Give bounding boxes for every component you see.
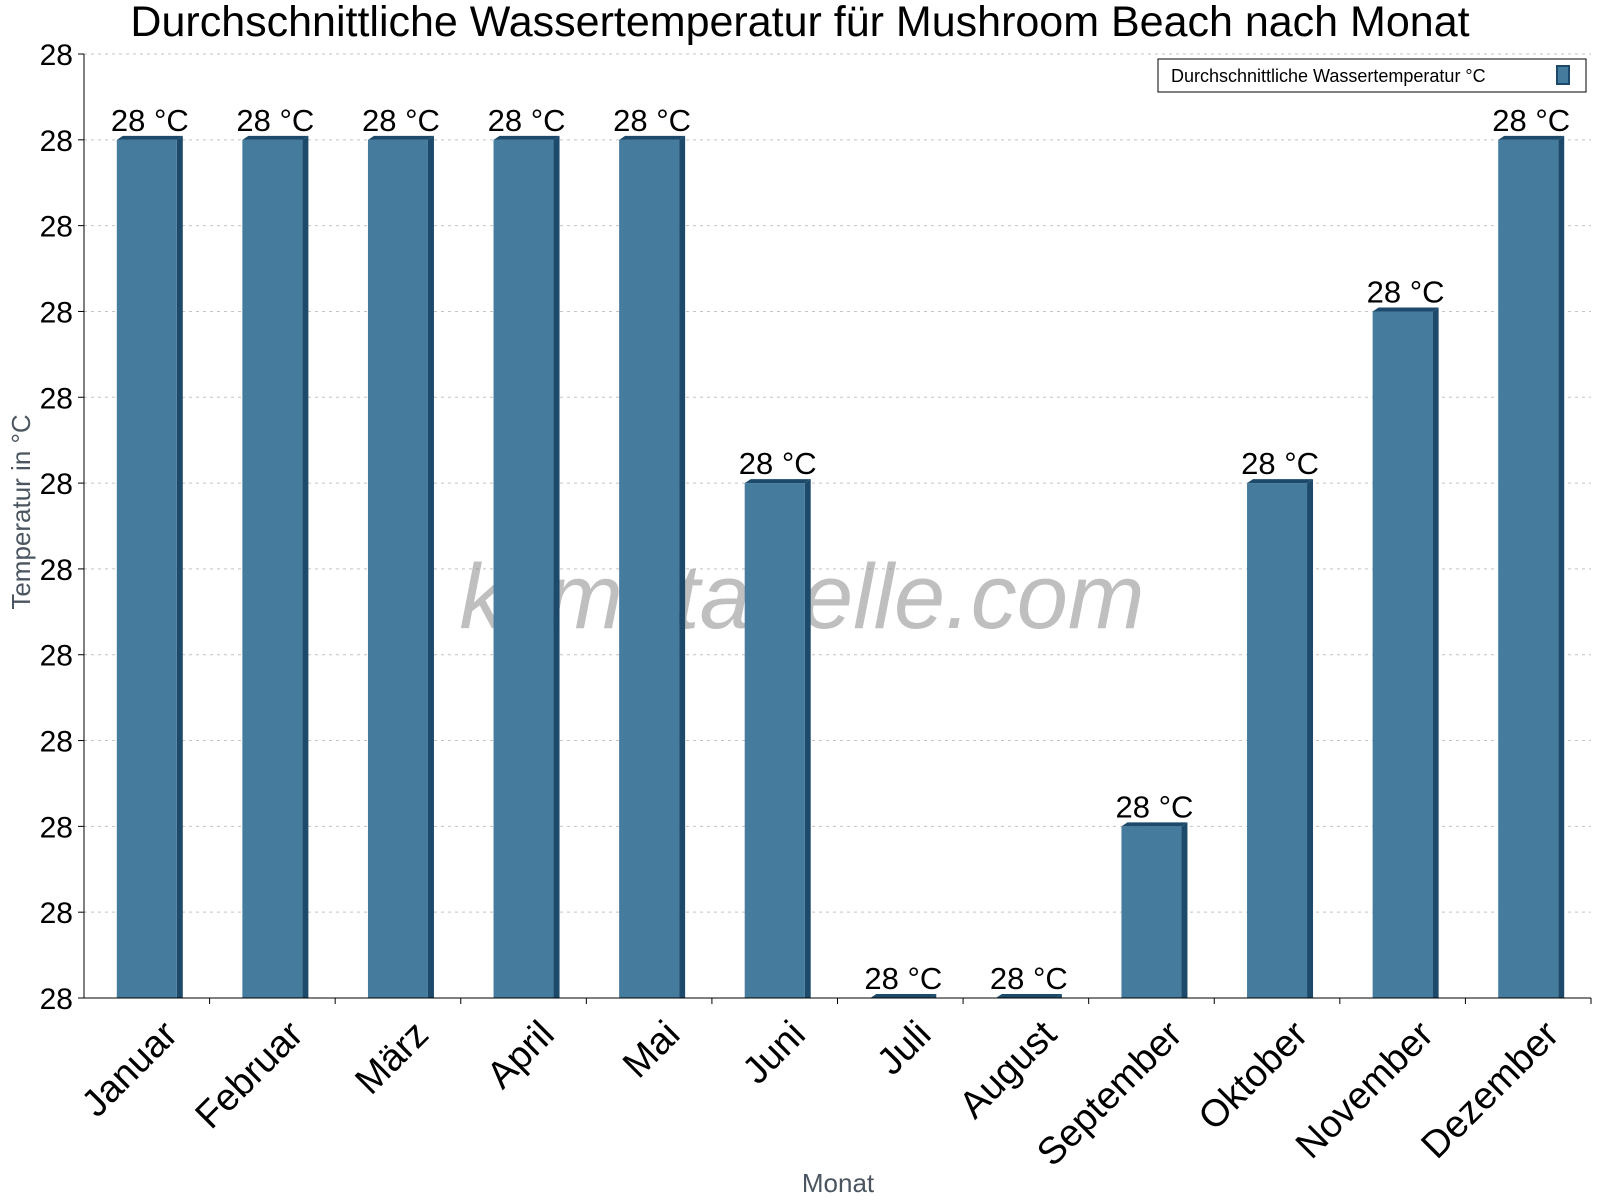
bar — [1498, 135, 1565, 998]
bar-top — [1121, 822, 1188, 827]
gridlines — [84, 53, 1591, 913]
data-label: 28 °C — [488, 103, 566, 138]
data-label: 28 °C — [1116, 789, 1194, 824]
y-tick-label: 28 — [40, 296, 73, 329]
x-axis-title: Monat — [802, 1168, 875, 1198]
bar-top — [1372, 307, 1439, 312]
bar — [493, 135, 560, 998]
bar-side — [679, 135, 686, 998]
legend-box — [1157, 58, 1587, 93]
bar-top — [242, 135, 309, 140]
y-tick-label: 28 — [40, 640, 73, 673]
data-label: 28 °C — [613, 103, 691, 138]
legend-swatch — [1556, 65, 1570, 85]
bar-face — [619, 139, 680, 998]
x-tick-label: August — [952, 1013, 1066, 1127]
y-tick-label: 28 — [40, 554, 73, 587]
data-labels: 28 °C 28 °C 28 °C 28 °C 28 °C 28 °C 28 °C 28 °C… — [111, 103, 1570, 996]
bar-top — [1498, 135, 1565, 140]
bar-side — [302, 135, 309, 998]
bar — [1121, 822, 1188, 998]
chart-title: Durchschnittliche Wassertemperatur für M… — [130, 0, 1469, 46]
y-tick-label: 28 — [40, 211, 73, 244]
bar-side — [1181, 822, 1188, 998]
bar-face — [1121, 826, 1182, 998]
bar-face — [493, 139, 554, 998]
bar-face — [1247, 483, 1308, 998]
data-label: 28 °C — [739, 446, 817, 481]
y-tick-labels: 28 28 28 28 28 28 28 28 28 28 28 28 — [40, 39, 73, 1016]
bar — [995, 994, 1062, 998]
bars — [116, 135, 1565, 998]
bar-side — [1432, 307, 1439, 998]
bar-top — [619, 135, 686, 140]
y-tick-label: 28 — [40, 39, 73, 72]
data-label: 28 °C — [1492, 103, 1570, 138]
data-label: 28 °C — [1367, 274, 1445, 309]
bar-side — [427, 135, 434, 998]
bar-side — [1558, 135, 1565, 998]
bar-face — [1372, 311, 1433, 998]
bar-face — [367, 139, 428, 998]
bar-top — [870, 994, 937, 998]
bar-top — [995, 994, 1062, 998]
data-label: 28 °C — [362, 103, 440, 138]
bar — [744, 479, 811, 998]
bar-face — [744, 483, 805, 998]
bar-side — [1307, 479, 1314, 998]
x-tick-label: Juni — [735, 1013, 814, 1092]
x-tick-label: Januar — [74, 1013, 186, 1125]
data-label: 28 °C — [111, 103, 189, 138]
bar — [116, 135, 183, 998]
bar-side — [804, 479, 811, 998]
y-tick-label: 28 — [40, 382, 73, 415]
y-tick-label: 28 — [40, 983, 73, 1016]
y-tick-label: 28 — [40, 811, 73, 844]
bar — [1247, 479, 1314, 998]
bar — [870, 994, 937, 998]
bar-top — [116, 135, 183, 140]
bar-top — [1247, 479, 1314, 484]
x-tick-label: Oktober — [1191, 1013, 1317, 1139]
y-axis-title: Temperatur in °C — [6, 414, 36, 609]
bar — [242, 135, 309, 998]
legend: Durchschnittliche Wassertemperatur °C — [1157, 58, 1587, 93]
y-tick-label: 28 — [40, 468, 73, 501]
bar-top — [493, 135, 560, 140]
bar-face — [242, 139, 303, 998]
data-label: 28 °C — [236, 103, 314, 138]
y-tick-label: 28 — [40, 726, 73, 759]
data-label: 28 °C — [990, 961, 1068, 996]
data-label: 28 °C — [864, 961, 942, 996]
bar — [619, 135, 686, 998]
x-tick-label: April — [479, 1013, 562, 1096]
y-tick-label: 28 — [40, 897, 73, 930]
x-tick-label: Mai — [615, 1013, 688, 1086]
bar — [367, 135, 434, 998]
x-tick-label: Juli — [869, 1013, 939, 1083]
x-tick-label: März — [348, 1013, 437, 1102]
bar-face — [116, 139, 177, 998]
bar-top — [367, 135, 434, 140]
data-label: 28 °C — [1241, 446, 1319, 481]
legend-label: Durchschnittliche Wassertemperatur °C — [1171, 66, 1486, 86]
x-tick-labels: Januar Februar März April Mai Juni Juli AugustS… — [74, 1013, 1568, 1174]
bar-side — [176, 135, 183, 998]
bar-top — [744, 479, 811, 484]
x-tick-label: Februar — [188, 1013, 312, 1137]
bar-side — [553, 135, 560, 998]
x-tick-label: Dezember — [1414, 1013, 1568, 1167]
bar — [1372, 307, 1439, 998]
y-tick-label: 28 — [40, 125, 73, 158]
bar-face — [1498, 139, 1559, 998]
axes — [78, 53, 1592, 1004]
